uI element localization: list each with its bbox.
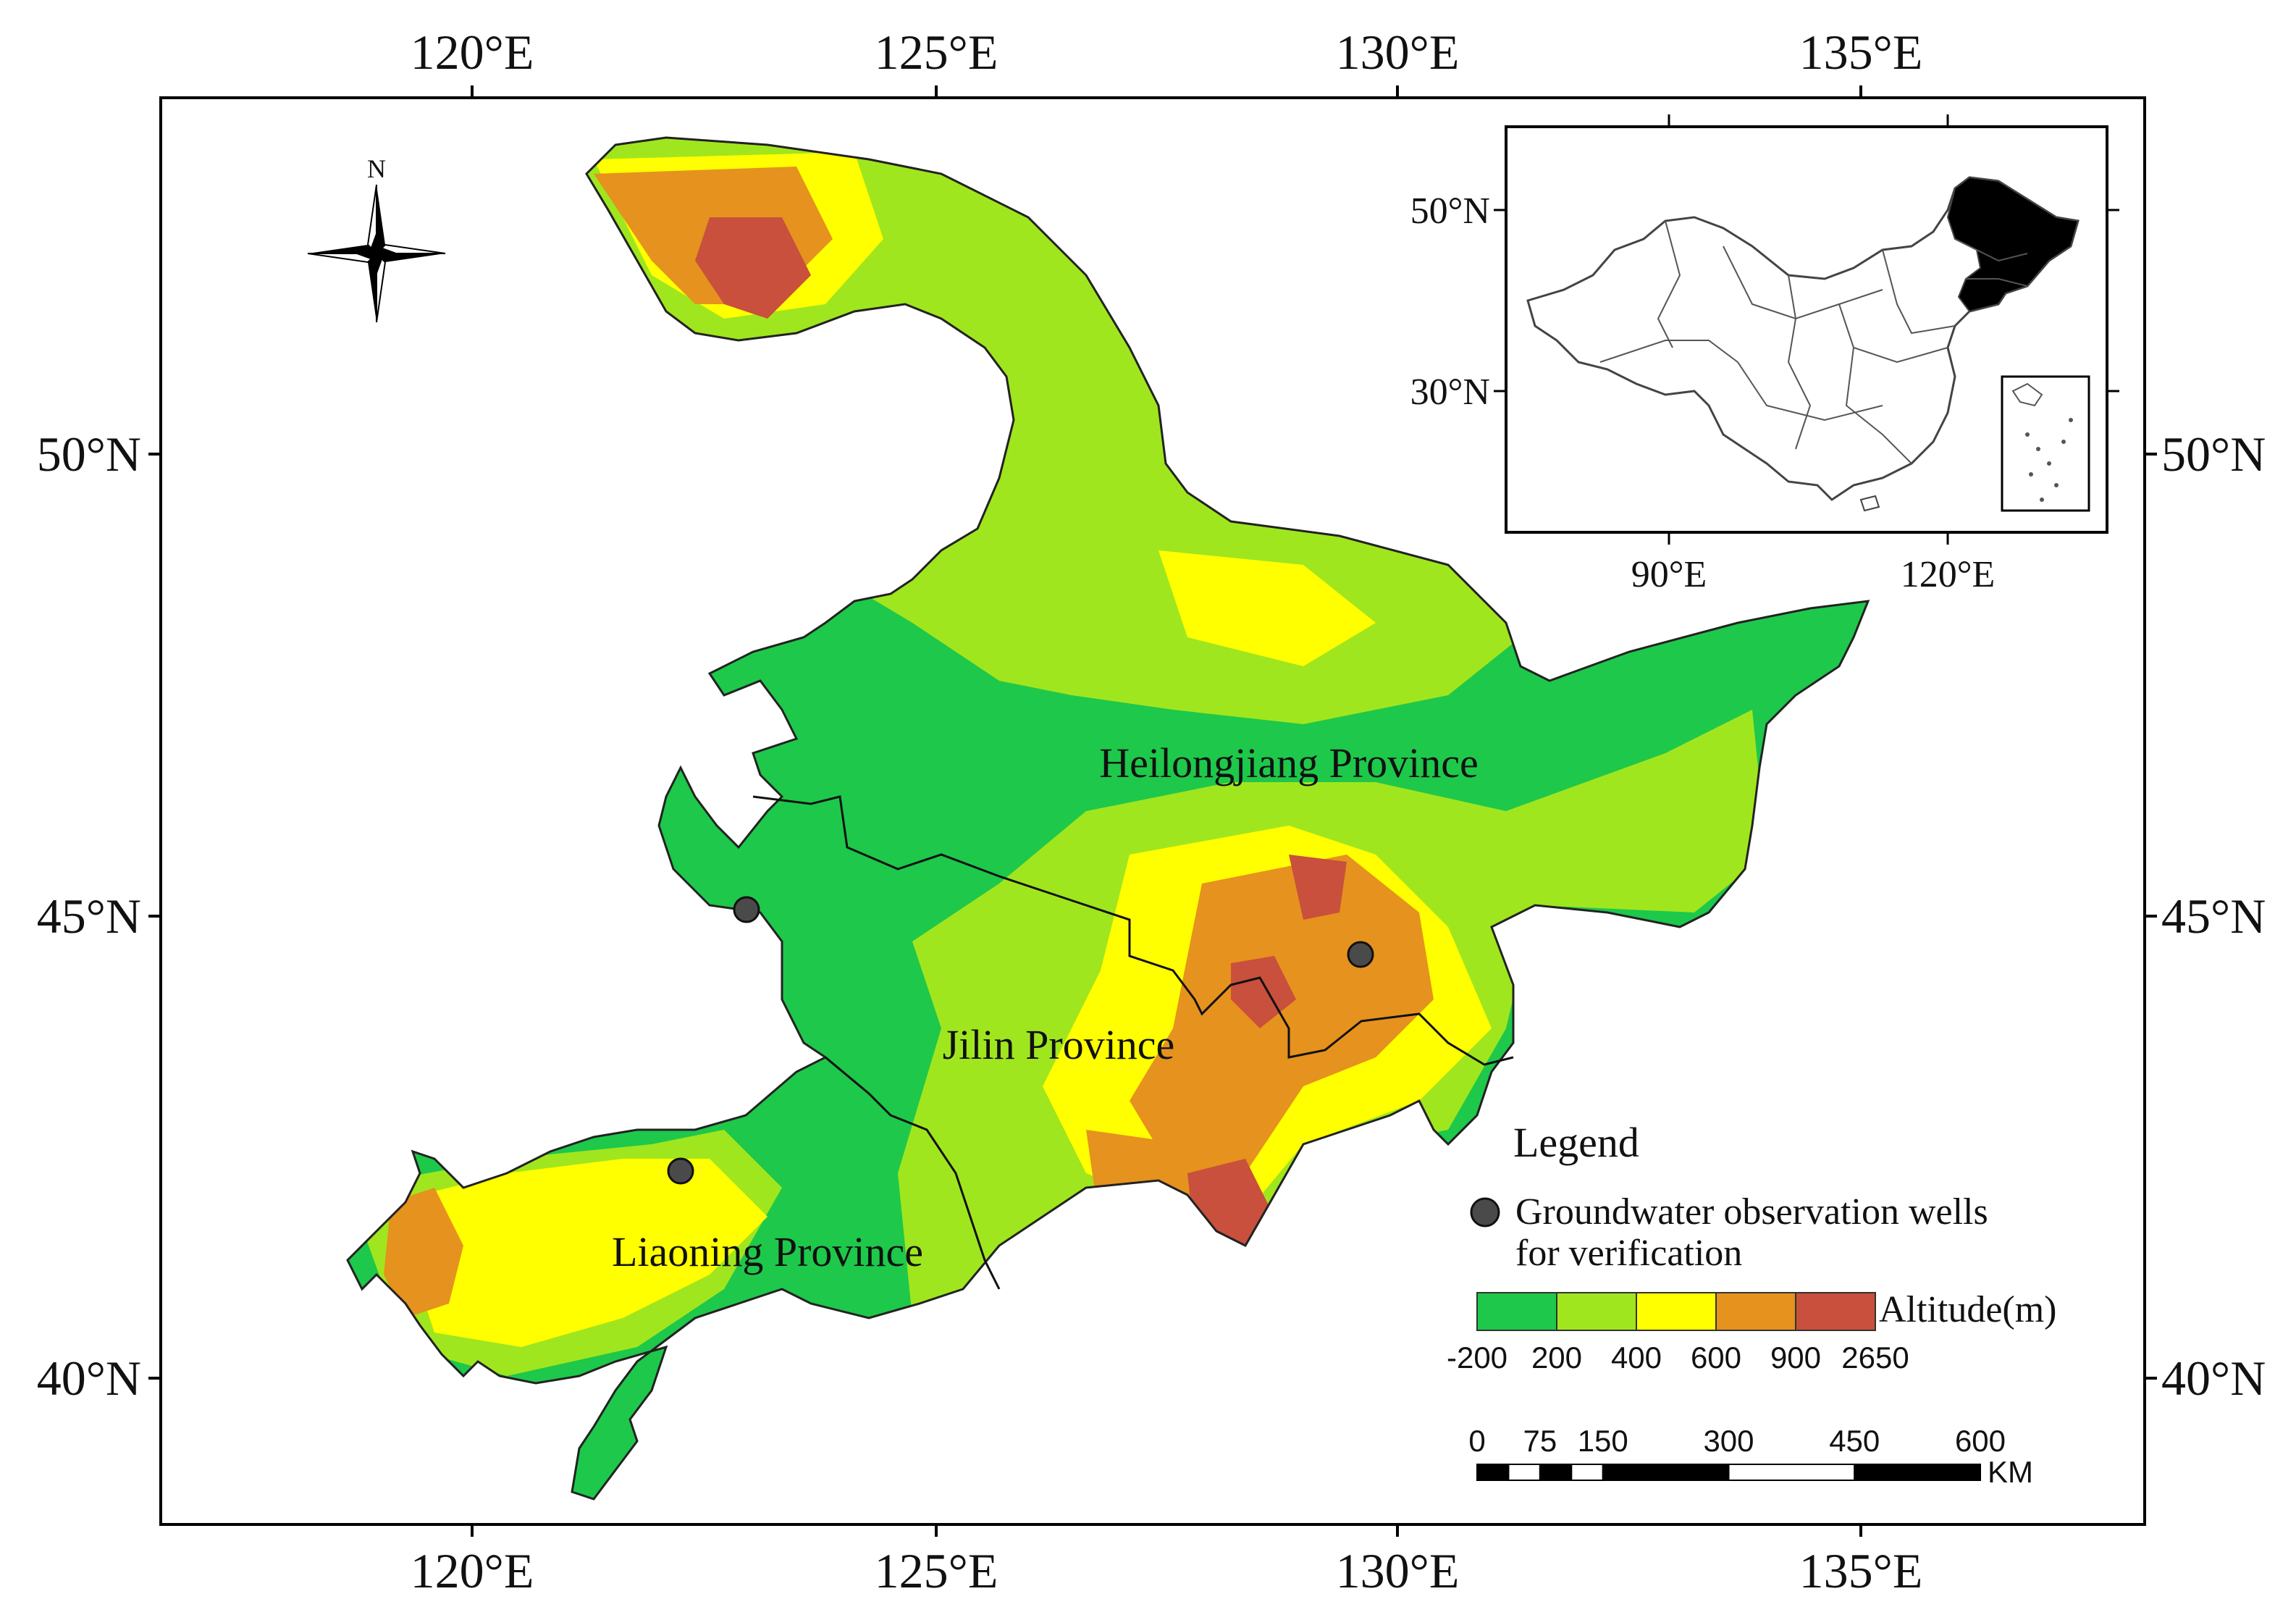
altitude-break-label: -200: [1447, 1340, 1507, 1375]
lon-label-top-130: 130°E: [1336, 25, 1460, 80]
lat-label-right-45: 45°N: [2161, 889, 2266, 944]
altitude-break-label: 900: [1770, 1340, 1821, 1375]
lon-label-top-120: 120°E: [411, 25, 534, 80]
inset-lon-label-120: 120°E: [1901, 554, 1996, 595]
altitude-class-swatch: [1476, 1292, 1557, 1331]
altitude-break-label: 600: [1691, 1340, 1741, 1375]
legend-well-marker: [1470, 1197, 1500, 1228]
altitude-break-label: 400: [1611, 1340, 1662, 1375]
lat-label-left-45: 45°N: [37, 889, 141, 944]
scale-bar-segment: [1728, 1464, 1856, 1481]
scale-bar-label: 450: [1829, 1424, 1880, 1458]
scale-bar-segment: [1539, 1464, 1573, 1481]
inset-lat-label-50: 50°N: [1410, 190, 1490, 232]
south-china-sea-box: [2001, 375, 2090, 512]
north-label: N: [367, 154, 386, 183]
observation-well-marker: [733, 896, 760, 923]
inset-lon-label-90: 90°E: [1631, 554, 1707, 595]
altitude-color-bar: [1476, 1292, 1876, 1331]
scale-bar-segment: [1854, 1464, 1981, 1481]
scale-bar-label: 600: [1955, 1424, 2006, 1458]
scale-bar-segment: [1507, 1464, 1541, 1481]
lat-label-left-50: 50°N: [37, 427, 141, 482]
region-outline: [346, 136, 1870, 1501]
altitude-label: Altitude(m): [1879, 1289, 2057, 1330]
scale-bar-label: 150: [1578, 1424, 1628, 1458]
lon-label-top-135: 135°E: [1799, 25, 1923, 80]
scale-bar: 0 75 150 300 450 600 KM: [1468, 1424, 2033, 1489]
scale-bar-label: 0: [1468, 1424, 1485, 1458]
legend-wells-label-line2: for verification: [1515, 1233, 1742, 1274]
altitude-class-swatch: [1636, 1292, 1717, 1331]
altitude-class-swatch: [1556, 1292, 1637, 1331]
compass-rose-icon: N: [307, 154, 446, 323]
lon-label-bottom-120: 120°E: [411, 1543, 534, 1598]
legend: Legend Groundwater observation wells for…: [1447, 1119, 2057, 1375]
scale-unit-label: KM: [1988, 1455, 2033, 1489]
scale-bar-label: 300: [1703, 1424, 1754, 1458]
legend-wells-label-line1: Groundwater observation wells: [1515, 1191, 1988, 1233]
scale-bar-segment: [1570, 1464, 1604, 1481]
scale-bar-segment: [1602, 1464, 1730, 1481]
lat-label-left-40: 40°N: [37, 1351, 141, 1406]
lon-label-top-125: 125°E: [875, 25, 998, 80]
border-heilongjiang-jilin: [752, 795, 1514, 1066]
scale-bar-segment: [1476, 1464, 1510, 1481]
legend-title: Legend: [1513, 1119, 1639, 1166]
altitude-class-swatch: [1715, 1292, 1796, 1331]
altitude-break-label: 200: [1531, 1340, 1582, 1375]
frame-ticks: [148, 85, 2157, 1537]
border-jilin-liaoning: [825, 1056, 1001, 1290]
scale-bar-label: 75: [1523, 1424, 1557, 1458]
altitude-class-swatch: [1795, 1292, 1876, 1331]
lon-label-bottom-130: 130°E: [1336, 1543, 1460, 1598]
inset-lat-label-30: 30°N: [1410, 372, 1490, 413]
province-label-heilongjiang: Heilongjiang Province: [1099, 739, 1479, 786]
observation-well-marker: [1347, 941, 1374, 968]
observation-well-marker: [667, 1157, 694, 1185]
altitude-break-label: 2650: [1841, 1340, 1909, 1375]
lon-label-bottom-135: 135°E: [1799, 1543, 1923, 1598]
south-china-sea-islands: [2011, 382, 2073, 502]
lat-label-right-40: 40°N: [2161, 1351, 2266, 1406]
province-label-liaoning: Liaoning Province: [612, 1228, 923, 1275]
province-label-jilin: Jilin Province: [943, 1021, 1175, 1068]
hainan-island: [1859, 495, 1880, 512]
inset-province-lines: [1599, 220, 2028, 464]
inset-map: 50°N 30°N 90°E 120°E: [1410, 114, 2119, 595]
lat-label-right-50: 50°N: [2161, 427, 2266, 482]
lon-label-bottom-125: 125°E: [875, 1543, 998, 1598]
